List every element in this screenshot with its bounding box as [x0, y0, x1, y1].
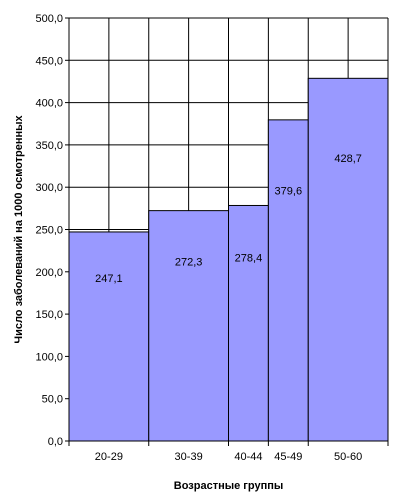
- x-axis-title: Возрастные группы: [174, 480, 284, 492]
- data-label: 272,3: [175, 256, 203, 268]
- x-tick-label: 45-49: [274, 451, 302, 463]
- y-tick-label: 500,0: [35, 13, 63, 25]
- x-tick-label: 40-44: [234, 451, 262, 463]
- y-tick-label: 0,0: [48, 436, 63, 448]
- y-tick-label: 200,0: [35, 267, 63, 279]
- data-label: 247,1: [95, 273, 123, 285]
- bar-45-49: [267, 119, 309, 442]
- bars: [68, 77, 389, 442]
- y-tick-label: 250,0: [35, 225, 63, 237]
- y-tick-label: 400,0: [35, 98, 63, 110]
- y-tick-label: 150,0: [35, 309, 63, 321]
- bar-40-44: [228, 204, 269, 442]
- bar-50-60: [307, 77, 389, 442]
- data-label: 428,7: [334, 153, 362, 165]
- axes: [65, 17, 389, 446]
- y-tick-label: 50,0: [42, 394, 63, 406]
- x-tick-label: 30-39: [175, 451, 203, 463]
- y-axis-title: Число заболеваний на 1000 осмотренных: [13, 114, 25, 343]
- y-tick-label: 100,0: [35, 351, 63, 363]
- y-tick-label: 300,0: [35, 182, 63, 194]
- y-tick-label: 450,0: [35, 55, 63, 67]
- y-tick-label: 350,0: [35, 140, 63, 152]
- x-tick-label: 20-29: [95, 451, 123, 463]
- x-tick-label: 50-60: [334, 451, 362, 463]
- data-label: 379,6: [275, 186, 303, 198]
- labels: 247,1 272,3 278,4 379,6 428,7 0,0 50,0 100,0 150…: [35, 13, 362, 463]
- bar-20-29: [68, 231, 150, 442]
- data-label: 278,4: [235, 252, 263, 264]
- bar-30-39: [148, 210, 229, 442]
